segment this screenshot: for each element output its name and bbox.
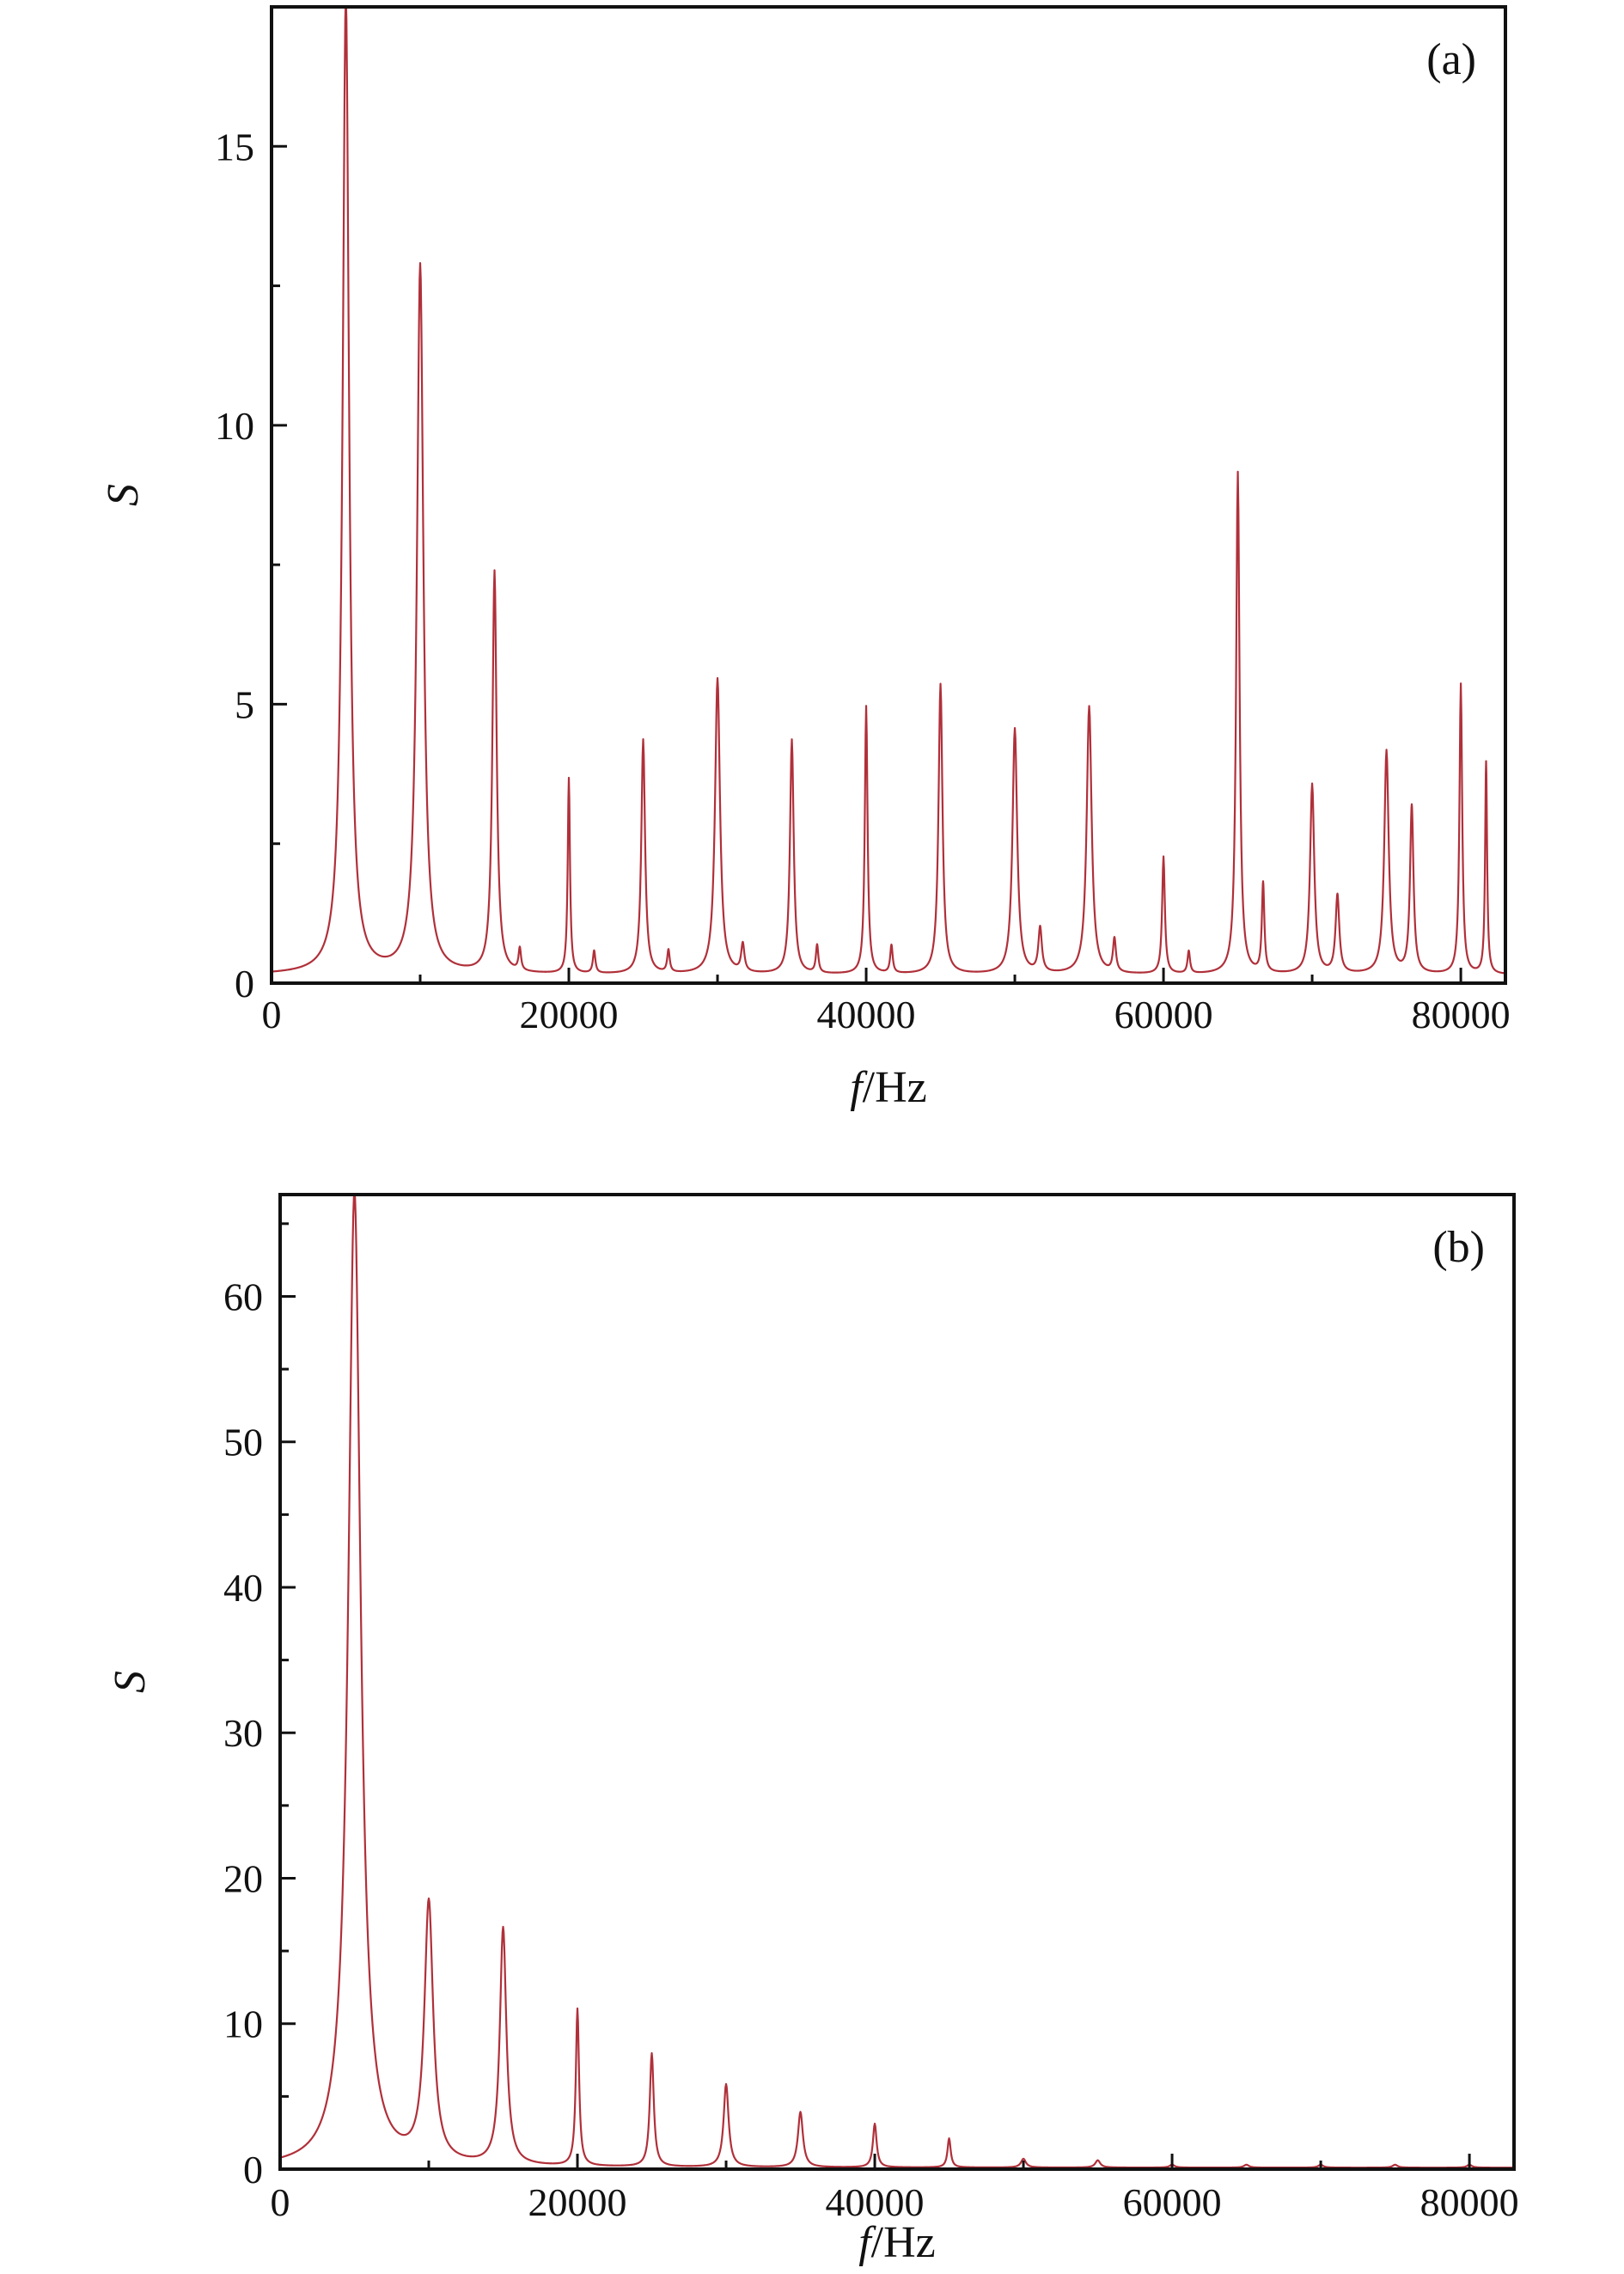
x-tick-label: 20000 xyxy=(528,2180,627,2224)
y-tick-label: 5 xyxy=(235,682,254,726)
x-axis-title: f/Hz xyxy=(858,2218,936,2267)
y-tick-label: 0 xyxy=(235,962,254,1006)
x-tick-label: 0 xyxy=(271,2180,290,2224)
panel-label: (b) xyxy=(1432,1223,1485,1272)
x-tick-label: 0 xyxy=(262,993,282,1036)
y-tick-label: 30 xyxy=(223,1711,263,1755)
x-tick-label: 80000 xyxy=(1420,2180,1519,2224)
y-tick-label: 20 xyxy=(223,1856,263,1900)
x-axis-title: f/Hz xyxy=(850,1063,927,1112)
spectrum-line xyxy=(272,7,1505,975)
y-tick-label: 10 xyxy=(215,404,254,448)
plot-frame xyxy=(270,5,1507,985)
panel-a: 0 5 10 15 0 20000 40000 60000 80000 Sf/Hz (a) xyxy=(99,5,1511,1112)
y-tick-label: 0 xyxy=(243,2148,263,2191)
spectrum-line xyxy=(280,1195,1514,2169)
panel-label: (a) xyxy=(1426,35,1476,84)
x-tick-label: 80000 xyxy=(1412,993,1511,1036)
y-axis-title: S xyxy=(99,484,148,506)
y-axis-title: S xyxy=(106,1671,155,1693)
x-tick-label: 40000 xyxy=(826,2180,925,2224)
y-tick-label: 50 xyxy=(223,1421,263,1464)
y-tick-label: 60 xyxy=(223,1275,263,1318)
y-tick-label: 10 xyxy=(223,2002,263,2046)
y-tick-label: 15 xyxy=(215,125,254,168)
x-tick-label: 60000 xyxy=(1123,2180,1222,2224)
panel-b: 0 10 20 30 40 50 60 0 20000 40000 60000 80000 Sf/Hz (… xyxy=(106,1193,1519,2267)
x-tick-label: 60000 xyxy=(1114,993,1213,1036)
x-tick-label: 40000 xyxy=(817,993,916,1036)
plot-frame xyxy=(278,1193,1516,2171)
y-tick-label: 40 xyxy=(223,1566,263,1610)
x-tick-label: 20000 xyxy=(520,993,619,1036)
